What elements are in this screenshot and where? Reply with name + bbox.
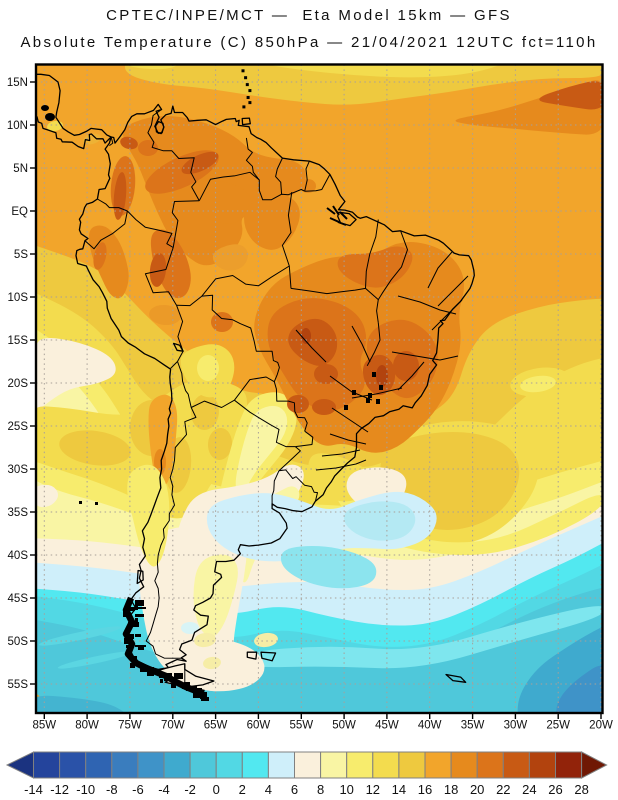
svg-text:75W: 75W — [118, 720, 142, 732]
svg-text:16: 16 — [418, 782, 432, 797]
svg-text:22: 22 — [496, 782, 510, 797]
svg-text:40W: 40W — [418, 720, 442, 732]
svg-text:20: 20 — [470, 782, 484, 797]
svg-text:15N: 15N — [7, 77, 28, 89]
svg-text:60W: 60W — [247, 720, 271, 732]
svg-text:45W: 45W — [375, 720, 399, 732]
svg-text:50S: 50S — [8, 636, 29, 648]
svg-text:30S: 30S — [8, 464, 29, 476]
svg-text:70W: 70W — [161, 720, 185, 732]
svg-text:0: 0 — [213, 782, 220, 797]
svg-text:15S: 15S — [8, 335, 29, 347]
svg-text:25W: 25W — [546, 720, 570, 732]
svg-text:10S: 10S — [8, 292, 29, 304]
svg-text:10: 10 — [339, 782, 353, 797]
svg-text:-8: -8 — [106, 782, 118, 797]
svg-text:80W: 80W — [75, 720, 99, 732]
svg-text:-10: -10 — [76, 782, 95, 797]
svg-text:40S: 40S — [8, 550, 29, 562]
svg-text:20W: 20W — [589, 720, 613, 732]
svg-text:-4: -4 — [158, 782, 170, 797]
svg-text:-14: -14 — [24, 782, 43, 797]
svg-text:26: 26 — [548, 782, 562, 797]
svg-text:10N: 10N — [7, 120, 28, 132]
svg-text:55W: 55W — [289, 720, 313, 732]
svg-text:28: 28 — [574, 782, 588, 797]
svg-text:-12: -12 — [50, 782, 69, 797]
svg-text:35S: 35S — [8, 507, 29, 519]
svg-text:14: 14 — [392, 782, 406, 797]
svg-text:35W: 35W — [461, 720, 485, 732]
svg-text:30W: 30W — [504, 720, 528, 732]
svg-text:EQ: EQ — [11, 206, 28, 218]
svg-text:2: 2 — [239, 782, 246, 797]
svg-text:4: 4 — [265, 782, 272, 797]
svg-text:8: 8 — [317, 782, 324, 797]
svg-text:6: 6 — [291, 782, 298, 797]
svg-text:18: 18 — [444, 782, 458, 797]
svg-text:65W: 65W — [204, 720, 228, 732]
svg-text:85W: 85W — [32, 720, 56, 732]
svg-text:25S: 25S — [8, 421, 29, 433]
svg-text:45S: 45S — [8, 593, 29, 605]
svg-text:24: 24 — [522, 782, 536, 797]
svg-text:5S: 5S — [14, 249, 28, 261]
svg-text:-6: -6 — [132, 782, 144, 797]
svg-text:-2: -2 — [184, 782, 196, 797]
svg-text:20S: 20S — [8, 378, 29, 390]
svg-text:5N: 5N — [13, 163, 28, 175]
svg-text:55S: 55S — [8, 679, 29, 691]
svg-text:12: 12 — [366, 782, 380, 797]
svg-text:50W: 50W — [332, 720, 356, 732]
